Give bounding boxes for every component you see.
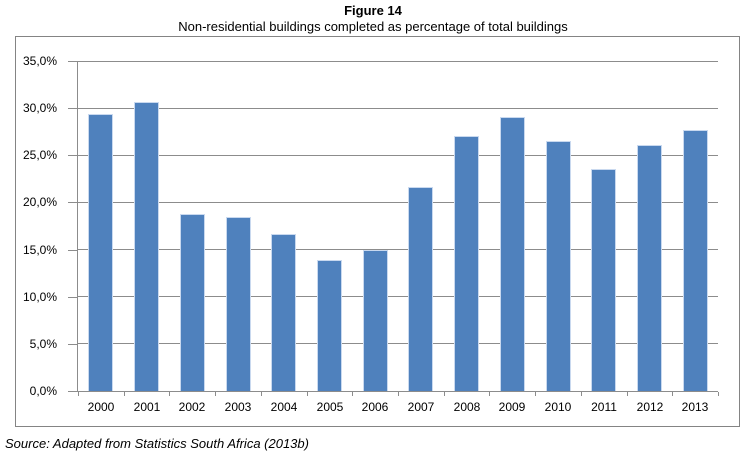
x-axis-tick-10 bbox=[535, 392, 536, 396]
x-axis-tick-4 bbox=[261, 392, 262, 396]
chart-frame: 0,0% 5,0% 10,0% 15,0% 20,0% 25,0% 30,0% 35,0% 20… bbox=[15, 36, 740, 427]
gridline-25 bbox=[78, 154, 718, 156]
y-tick-label-0: 0,0% bbox=[29, 384, 57, 398]
y-axis-tick-5 bbox=[68, 343, 77, 345]
x-tick-label-2004: 2004 bbox=[270, 400, 298, 414]
x-tick-label-2008: 2008 bbox=[453, 400, 481, 414]
x-axis-tick-3 bbox=[215, 392, 216, 396]
x-tick-label-2003: 2003 bbox=[224, 400, 252, 414]
y-axis-tick-25 bbox=[68, 155, 77, 157]
bar-2008 bbox=[454, 136, 479, 391]
gridline-20 bbox=[78, 201, 718, 203]
x-axis-tick-7 bbox=[398, 392, 399, 396]
y-tick-label-35: 35,0% bbox=[22, 54, 57, 68]
x-axis-tick-12 bbox=[627, 392, 628, 396]
bar-2000 bbox=[88, 114, 113, 391]
x-axis-tick-11 bbox=[581, 392, 582, 396]
x-axis-line bbox=[68, 391, 718, 392]
y-axis-line bbox=[77, 61, 78, 392]
x-tick-label-2012: 2012 bbox=[636, 400, 664, 414]
y-tick-label-5: 5,0% bbox=[29, 336, 57, 351]
bar-2011 bbox=[591, 169, 616, 391]
y-tick-label-20: 20,0% bbox=[22, 195, 57, 210]
y-axis-tick-15 bbox=[68, 249, 77, 251]
y-tick-label-10: 10,0% bbox=[22, 289, 57, 304]
bar-2009 bbox=[500, 117, 525, 391]
gridline-5 bbox=[78, 343, 718, 345]
bar-2007 bbox=[408, 187, 433, 391]
bar-2012 bbox=[637, 145, 662, 391]
bar-2001 bbox=[134, 102, 159, 391]
x-tick-label-2010: 2010 bbox=[544, 400, 572, 414]
y-axis-tick-20 bbox=[68, 202, 77, 204]
gridline-30 bbox=[78, 107, 718, 109]
source-note: Source: Adapted from Statistics South Af… bbox=[5, 436, 309, 451]
figure-title: Figure 14 bbox=[344, 3, 402, 18]
y-tick-label-15: 15,0% bbox=[22, 242, 57, 257]
x-axis-tick-6 bbox=[352, 392, 353, 396]
gridline-15 bbox=[78, 249, 718, 251]
x-tick-label-2001: 2001 bbox=[133, 400, 161, 414]
y-axis-tick-10 bbox=[68, 296, 77, 298]
y-tick-label-30: 30,0% bbox=[22, 101, 57, 116]
x-tick-label-2009: 2009 bbox=[498, 400, 526, 414]
plot-area: 0,0% 5,0% 10,0% 15,0% 20,0% 25,0% 30,0% 35,0% 20… bbox=[23, 54, 719, 414]
x-axis-tick-1 bbox=[124, 392, 125, 396]
x-axis-tick-5 bbox=[307, 392, 308, 396]
y-axis-tick-35 bbox=[68, 61, 77, 62]
bar-2006 bbox=[363, 250, 388, 391]
figure-subtitle: Non-residential buildings completed as p… bbox=[178, 19, 568, 34]
x-axis-tick-13 bbox=[672, 392, 673, 396]
x-axis-tick-9 bbox=[489, 392, 490, 396]
x-tick-label-2006: 2006 bbox=[361, 400, 389, 414]
x-tick-label-2007: 2007 bbox=[407, 400, 435, 414]
bar-2004 bbox=[271, 234, 296, 391]
bar-2002 bbox=[180, 214, 205, 391]
bar-2013 bbox=[683, 130, 708, 391]
x-axis-tick-8 bbox=[444, 392, 445, 396]
y-axis-tick-30 bbox=[68, 108, 77, 110]
bar-2005 bbox=[317, 260, 342, 391]
x-axis-tick-14 bbox=[718, 392, 719, 396]
bar-2010 bbox=[546, 141, 571, 391]
x-tick-label-2005: 2005 bbox=[316, 400, 344, 414]
x-tick-label-2002: 2002 bbox=[178, 400, 206, 414]
gridline-35 bbox=[78, 60, 718, 62]
x-tick-label-2011: 2011 bbox=[591, 400, 617, 414]
x-axis-tick-2 bbox=[169, 392, 170, 396]
x-tick-label-2000: 2000 bbox=[87, 400, 115, 414]
gridline-10 bbox=[78, 296, 718, 298]
bar-2003 bbox=[226, 217, 251, 391]
y-tick-label-25: 25,0% bbox=[22, 148, 57, 163]
x-axis-tick-0 bbox=[78, 392, 79, 396]
x-tick-label-2013: 2013 bbox=[681, 400, 709, 414]
